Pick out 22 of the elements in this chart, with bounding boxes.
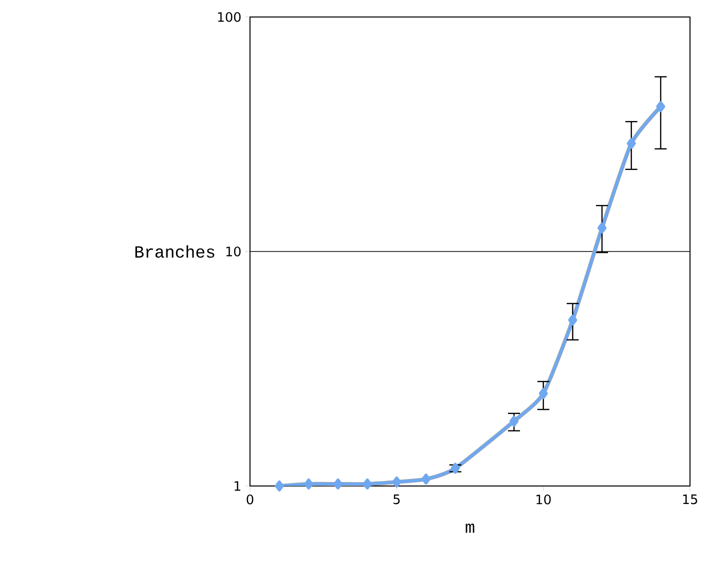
point [422, 474, 431, 485]
point [538, 388, 548, 399]
point [598, 222, 607, 234]
point [334, 478, 343, 490]
y-tick-label: 1 [234, 481, 240, 491]
x-tick-label: 15 [683, 494, 698, 504]
point [362, 478, 372, 490]
y-tick-label: 100 [218, 12, 241, 22]
y-tick-label: 10 [226, 246, 241, 256]
point [450, 462, 460, 474]
x-tick-label: 0 [246, 494, 254, 504]
point [304, 478, 314, 490]
point [568, 314, 578, 326]
y-axis-title: Branches [135, 245, 214, 258]
point [626, 138, 636, 149]
x-tick-label: 10 [536, 494, 551, 504]
point [656, 101, 666, 112]
point [392, 476, 402, 488]
x-tick-label: 5 [394, 494, 400, 504]
x-axis-title: m [466, 524, 474, 533]
point [274, 480, 284, 492]
point [510, 416, 519, 427]
